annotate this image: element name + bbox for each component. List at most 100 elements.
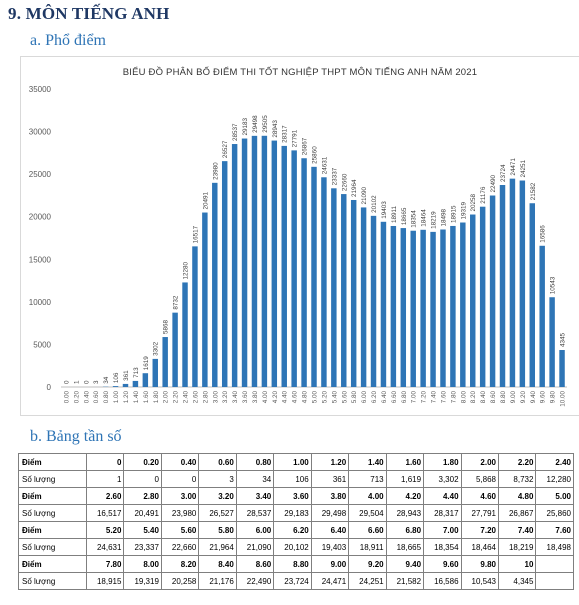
data-label: 1619 [143, 356, 150, 371]
subsection-b-title: b. Bảng tần số [30, 428, 122, 445]
bar [261, 135, 268, 387]
data-label: 8732 [173, 295, 180, 310]
data-label: 27791 [292, 129, 299, 147]
data-label: 1 [73, 380, 80, 384]
x-tick-label: 3.40 [232, 391, 239, 404]
score-cell: 2.60 [85, 487, 125, 505]
data-label: 10543 [550, 276, 557, 294]
x-tick-label: 0.40 [83, 391, 90, 404]
data-label: 5868 [163, 320, 170, 335]
data-label: 21090 [361, 186, 368, 204]
bar [380, 221, 387, 387]
y-tick-label: 30000 [29, 128, 52, 137]
bar [400, 228, 407, 387]
score-cell: 2.20 [497, 453, 537, 471]
data-label: 3302 [153, 341, 160, 356]
y-tick-label: 10000 [29, 298, 52, 307]
count-cell: 4,345 [497, 572, 537, 590]
bar [192, 246, 198, 387]
count-cell: 106 [273, 470, 312, 488]
bar [350, 199, 357, 387]
score-cell: 3.20 [198, 487, 237, 505]
bar [172, 312, 178, 387]
row-label-diem: Điểm [18, 453, 87, 471]
bar [281, 145, 287, 387]
bar [321, 177, 327, 387]
x-tick-label: 1.00 [113, 391, 120, 404]
x-tick-label: 2.00 [163, 391, 170, 404]
score-cell: 3.80 [310, 487, 350, 505]
data-label: 20102 [371, 195, 378, 213]
score-cell: 3.40 [235, 487, 275, 505]
score-cell: 9.20 [348, 555, 387, 573]
score-cell: 0.40 [160, 453, 200, 471]
score-cell: 3.00 [160, 487, 200, 505]
data-label: 16586 [540, 225, 547, 243]
x-tick-label: 1.40 [133, 391, 140, 404]
score-cell: 9.80 [460, 555, 499, 573]
x-tick-label: 4.60 [292, 391, 299, 404]
count-cell: 18,498 [535, 538, 574, 556]
bar [559, 350, 565, 387]
x-tick-label: 2.80 [202, 391, 209, 404]
data-label: 3 [93, 380, 100, 384]
score-cell: 7.80 [85, 555, 125, 573]
score-cell: 4.20 [385, 487, 425, 505]
count-cell: 21,964 [198, 538, 237, 556]
x-tick-label: 2.40 [183, 391, 190, 404]
x-tick-label: 10.00 [560, 391, 567, 407]
count-cell: 22,490 [235, 572, 275, 590]
x-tick-label: 5.00 [312, 391, 319, 404]
score-cell: 6.20 [273, 521, 312, 539]
count-cell: 18,915 [85, 572, 125, 590]
chart-title: BIỂU ĐỒ PHÂN BỐ ĐIỂM THI TỐT NGHIỆP THPT… [122, 67, 478, 78]
count-cell: 26,867 [497, 504, 537, 522]
x-tick-label: 7.40 [431, 391, 438, 404]
data-label: 0 [63, 380, 70, 384]
table-row-diem: Điểm 2.60 2.80 3.00 3.20 3.40 3.60 3.80 4.00 4.20… [18, 487, 574, 505]
count-cell: 19,319 [123, 572, 162, 590]
count-cell: 28,317 [423, 504, 462, 522]
x-tick-label: 4.40 [282, 391, 289, 404]
score-cell: 1.60 [385, 453, 425, 471]
x-tick-label: 8.20 [470, 391, 477, 404]
data-label: 18354 [411, 210, 418, 228]
x-tick-label: 0.60 [93, 391, 100, 404]
x-tick-label: 2.20 [173, 391, 180, 404]
row-label-count: Số lượng [18, 538, 87, 556]
x-tick-label: 6.40 [381, 391, 388, 404]
count-cell: 713 [348, 470, 387, 488]
x-tick-label: 6.00 [361, 391, 368, 404]
score-cell: 9.00 [310, 555, 350, 573]
data-label: 18219 [431, 211, 438, 229]
x-tick-label: 8.60 [490, 391, 497, 404]
bar [360, 207, 367, 387]
bar [331, 188, 337, 387]
data-label: 24471 [510, 158, 517, 176]
data-label: 18911 [391, 205, 398, 223]
data-label: 713 [133, 367, 140, 378]
score-cell: 6.80 [385, 521, 425, 539]
data-label: 18498 [440, 208, 447, 226]
count-cell: 20,491 [123, 504, 162, 522]
score-cell: 4.40 [423, 487, 462, 505]
count-cell: 16,586 [423, 572, 462, 590]
score-cell: 7.00 [423, 521, 462, 539]
score-cell: 6.00 [235, 521, 275, 539]
count-cell: 18,354 [423, 538, 462, 556]
data-label: 20491 [202, 192, 209, 210]
count-cell [535, 572, 574, 590]
count-cell: 29,504 [348, 504, 387, 522]
count-cell: 361 [310, 470, 350, 488]
count-cell: 24,251 [348, 572, 387, 590]
row-label-count: Số lượng [18, 504, 87, 522]
score-cell: 5.00 [535, 487, 574, 505]
count-cell: 20,102 [273, 538, 312, 556]
count-cell: 22,660 [160, 538, 200, 556]
bar [430, 231, 436, 387]
row-label-count: Số lượng [18, 470, 87, 488]
bar [132, 380, 139, 387]
x-tick-label: 0.20 [73, 391, 80, 404]
bar [390, 225, 397, 387]
bar [489, 195, 496, 387]
